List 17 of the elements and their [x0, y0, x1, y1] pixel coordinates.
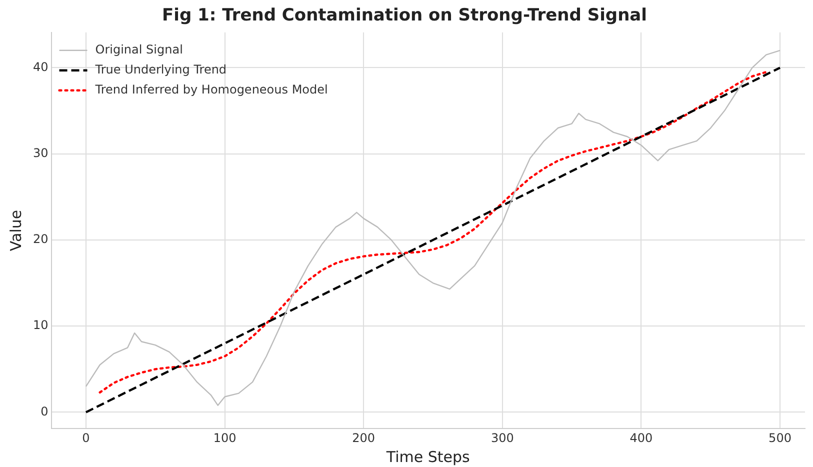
y-tick-label: 20	[32, 232, 48, 246]
legend-label: Original Signal	[95, 42, 183, 57]
x-tick-label: 300	[490, 430, 514, 445]
x-axis-title: Time Steps	[385, 448, 470, 466]
x-tick-label: 200	[352, 430, 376, 445]
y-tick-label: 0	[40, 404, 48, 418]
x-tick-label: 500	[768, 430, 792, 445]
legend-label: Trend Inferred by Homogeneous Model	[94, 82, 328, 97]
legend-label: True Underlying Trend	[94, 62, 227, 77]
y-tick-label: 40	[32, 60, 48, 74]
x-tick-label: 0	[82, 430, 90, 445]
y-tick-label: 30	[32, 146, 48, 160]
chart-title: Fig 1: Trend Contamination on Strong-Trend Signal	[162, 6, 647, 26]
x-tick-label: 400	[630, 430, 653, 445]
y-axis-title: Value	[6, 210, 25, 252]
x-tick-label: 100	[213, 430, 236, 445]
y-tick-label: 10	[32, 318, 48, 332]
